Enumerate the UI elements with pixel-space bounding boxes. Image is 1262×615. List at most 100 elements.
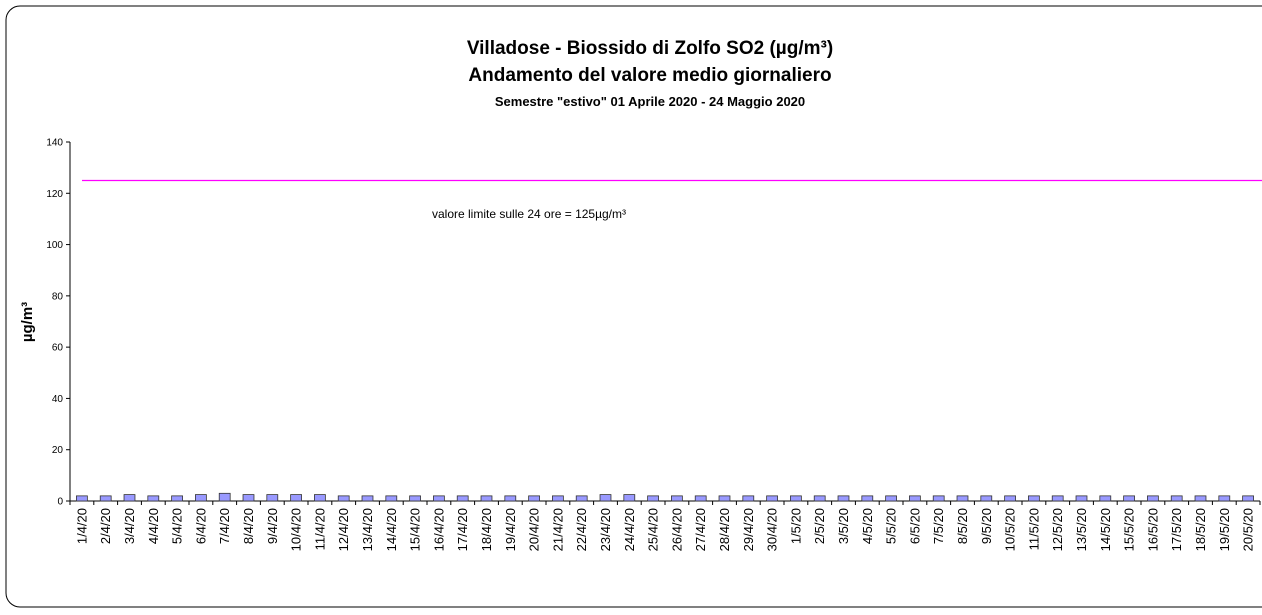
bar bbox=[1099, 495, 1112, 502]
bar bbox=[1242, 495, 1254, 502]
bar bbox=[575, 495, 588, 502]
x-tick-label: 13/4/20 bbox=[360, 508, 375, 551]
x-tick-label: 22/4/20 bbox=[574, 508, 589, 551]
bar bbox=[242, 494, 255, 502]
bar bbox=[1004, 495, 1016, 502]
bar bbox=[742, 495, 755, 502]
bar bbox=[99, 495, 112, 502]
bar bbox=[266, 494, 279, 502]
x-tick-label: 21/4/20 bbox=[550, 508, 565, 551]
bar bbox=[504, 495, 517, 502]
bar bbox=[623, 494, 636, 502]
x-tick-label: 15/4/20 bbox=[408, 508, 423, 551]
y-axis-label: µg/m³ bbox=[19, 302, 36, 342]
x-tick-label: 5/5/20 bbox=[884, 508, 899, 544]
bar bbox=[837, 495, 850, 502]
x-tick-label: 20/4/20 bbox=[527, 508, 542, 551]
bar bbox=[409, 495, 421, 502]
x-tick-label: 16/5/20 bbox=[1145, 508, 1160, 551]
x-tick-label: 7/5/20 bbox=[931, 508, 946, 544]
x-tick-label: 16/4/20 bbox=[431, 508, 446, 551]
bar bbox=[813, 495, 826, 502]
bar bbox=[599, 494, 612, 502]
x-tick-label: 27/4/20 bbox=[693, 508, 708, 551]
bar bbox=[1051, 495, 1064, 502]
x-tick-label: 1/5/20 bbox=[788, 508, 803, 544]
bar bbox=[290, 494, 302, 502]
y-tick-label: 60 bbox=[52, 343, 64, 354]
bar bbox=[647, 495, 659, 502]
bar bbox=[385, 495, 398, 502]
bar bbox=[766, 495, 778, 502]
x-tick-label: 2/4/20 bbox=[98, 508, 113, 544]
bar bbox=[1028, 495, 1040, 502]
x-tick-label: 26/4/20 bbox=[669, 508, 684, 551]
x-tick-label: 10/4/20 bbox=[289, 508, 304, 551]
x-tick-label: 9/4/20 bbox=[265, 508, 280, 544]
bar bbox=[171, 495, 183, 502]
x-tick-label: 3/4/20 bbox=[122, 508, 137, 544]
x-tick-label: 7/4/20 bbox=[217, 508, 232, 544]
bar bbox=[195, 494, 207, 502]
x-tick-label: 10/5/20 bbox=[1003, 508, 1018, 551]
x-tick-label: 29/4/20 bbox=[741, 508, 756, 551]
bar bbox=[314, 494, 326, 502]
x-tick-label: 4/5/20 bbox=[860, 508, 875, 544]
bar bbox=[671, 495, 683, 502]
x-tick-label: 8/5/20 bbox=[955, 508, 970, 544]
bar bbox=[147, 495, 160, 502]
bar bbox=[337, 495, 350, 502]
bar bbox=[456, 495, 469, 502]
x-tick-label: 18/5/20 bbox=[1193, 508, 1208, 551]
x-tick-label: 13/5/20 bbox=[1074, 508, 1089, 551]
x-tick-label: 18/4/20 bbox=[479, 508, 494, 551]
x-tick-label: 15/5/20 bbox=[1122, 508, 1137, 551]
x-tick-label: 17/5/20 bbox=[1169, 508, 1184, 551]
bar bbox=[76, 495, 88, 502]
chart-subtitle-2: Semestre "estivo" 01 Aprile 2020 - 24 Ma… bbox=[495, 94, 805, 109]
x-tick-label: 30/4/20 bbox=[765, 508, 780, 551]
bar bbox=[433, 495, 445, 502]
x-tick-label: 14/4/20 bbox=[384, 508, 399, 551]
y-tick-label: 100 bbox=[46, 240, 63, 251]
y-tick-label: 40 bbox=[52, 394, 64, 405]
x-tick-label: 6/4/20 bbox=[193, 508, 208, 544]
x-tick-label: 3/5/20 bbox=[836, 508, 851, 544]
bar bbox=[861, 495, 874, 502]
bar bbox=[528, 495, 540, 502]
x-tick-label: 11/4/20 bbox=[312, 508, 327, 550]
x-tick-label: 6/5/20 bbox=[907, 508, 922, 544]
bar bbox=[1170, 495, 1183, 502]
x-tick-label: 12/5/20 bbox=[1050, 508, 1065, 551]
bar bbox=[956, 495, 969, 502]
bar bbox=[123, 494, 136, 502]
chart-subtitle: Andamento del valore medio giornaliero bbox=[468, 65, 831, 86]
bar bbox=[718, 495, 731, 502]
x-tick-label: 4/4/20 bbox=[146, 508, 161, 544]
x-tick-label: 19/5/20 bbox=[1217, 508, 1232, 551]
bar bbox=[1194, 495, 1207, 502]
x-tick-label: 5/4/20 bbox=[170, 508, 185, 544]
bar bbox=[790, 495, 802, 502]
chart-title: Villadose - Biossido di Zolfo SO2 (µg/m³… bbox=[467, 38, 833, 59]
x-tick-label: 8/4/20 bbox=[241, 508, 256, 544]
x-tick-label: 11/5/20 bbox=[1026, 508, 1041, 550]
bar bbox=[885, 495, 897, 502]
bar bbox=[1147, 495, 1159, 502]
y-tick-label: 0 bbox=[57, 497, 63, 508]
bar bbox=[1075, 495, 1088, 502]
y-tick-label: 20 bbox=[52, 445, 64, 456]
bar bbox=[909, 495, 921, 502]
x-tick-label: 17/4/20 bbox=[455, 508, 470, 551]
bar bbox=[694, 495, 707, 502]
x-tick-label: 12/4/20 bbox=[336, 508, 351, 551]
chart-border bbox=[5, 5, 1262, 608]
y-tick-label: 140 bbox=[46, 138, 63, 149]
bar bbox=[218, 492, 231, 502]
x-tick-label: 25/4/20 bbox=[646, 508, 661, 551]
x-tick-label: 19/4/20 bbox=[503, 508, 518, 551]
bar bbox=[932, 495, 945, 502]
x-tick-label: 9/5/20 bbox=[979, 508, 994, 544]
